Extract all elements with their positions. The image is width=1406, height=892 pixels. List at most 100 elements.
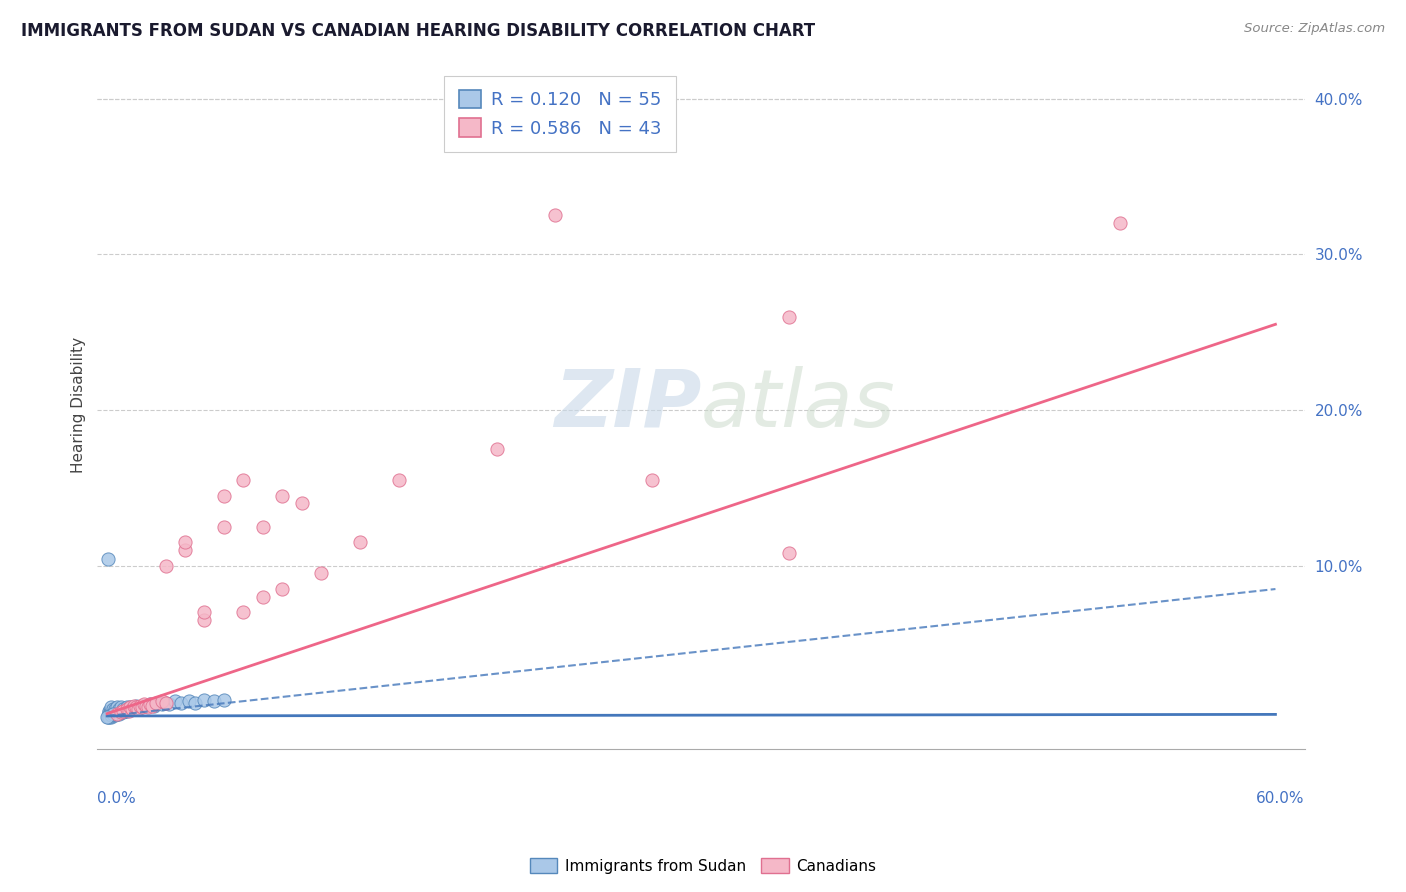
Point	[150, 694, 173, 708]
Point	[252, 590, 274, 604]
Point	[121, 702, 143, 716]
Point	[778, 546, 800, 560]
Point	[193, 692, 215, 706]
Point	[174, 535, 197, 549]
Point	[252, 520, 274, 534]
Point	[170, 696, 193, 710]
Point	[120, 700, 142, 714]
Y-axis label: Hearing Disability: Hearing Disability	[72, 336, 86, 473]
Text: 60.0%: 60.0%	[1256, 791, 1305, 805]
Point	[183, 696, 205, 710]
Point	[193, 613, 215, 627]
Point	[127, 702, 149, 716]
Point	[98, 705, 121, 719]
Legend: R = 0.120   N = 55, R = 0.586   N = 43: R = 0.120 N = 55, R = 0.586 N = 43	[444, 76, 676, 153]
Point	[485, 442, 508, 456]
Point	[349, 535, 371, 549]
Point	[115, 704, 138, 718]
Point	[97, 710, 120, 724]
Point	[117, 702, 139, 716]
Point	[271, 489, 294, 503]
Point	[165, 694, 187, 708]
Point	[212, 520, 235, 534]
Point	[129, 698, 152, 713]
Point	[104, 705, 127, 719]
Point	[120, 700, 142, 714]
Point	[271, 582, 294, 596]
Point	[107, 706, 129, 721]
Point	[124, 700, 146, 714]
Text: 0.0%: 0.0%	[97, 791, 136, 805]
Text: Source: ZipAtlas.com: Source: ZipAtlas.com	[1244, 22, 1385, 36]
Point	[202, 694, 225, 708]
Point	[388, 473, 411, 487]
Point	[174, 543, 197, 558]
Point	[155, 696, 177, 710]
Point	[139, 698, 162, 712]
Point	[212, 489, 235, 503]
Point	[101, 708, 124, 723]
Point	[177, 694, 200, 708]
Point	[131, 700, 153, 714]
Point	[132, 698, 155, 712]
Point	[98, 706, 121, 721]
Point	[778, 310, 800, 324]
Text: IMMIGRANTS FROM SUDAN VS CANADIAN HEARING DISABILITY CORRELATION CHART: IMMIGRANTS FROM SUDAN VS CANADIAN HEARIN…	[21, 22, 815, 40]
Point	[98, 705, 121, 719]
Point	[101, 706, 124, 721]
Point	[107, 702, 129, 716]
Point	[97, 552, 120, 566]
Point	[114, 704, 136, 718]
Point	[544, 208, 567, 222]
Point	[98, 704, 121, 718]
Point	[111, 702, 134, 716]
Point	[105, 704, 128, 718]
Point	[104, 702, 127, 716]
Point	[115, 700, 138, 714]
Point	[135, 698, 157, 713]
Point	[98, 708, 121, 723]
Point	[100, 706, 122, 721]
Point	[101, 702, 124, 716]
Point	[110, 705, 132, 719]
Point	[141, 698, 163, 713]
Point	[232, 606, 254, 620]
Point	[125, 700, 148, 714]
Point	[125, 698, 148, 713]
Point	[136, 700, 159, 714]
Point	[291, 496, 314, 510]
Text: atlas: atlas	[702, 366, 896, 443]
Point	[131, 698, 153, 713]
Point	[232, 473, 254, 487]
Point	[111, 704, 134, 718]
Point	[98, 710, 121, 724]
Point	[157, 698, 180, 712]
Point	[124, 698, 146, 713]
Point	[100, 708, 122, 723]
Point	[155, 558, 177, 573]
Point	[100, 710, 122, 724]
Point	[641, 473, 664, 487]
Point	[115, 702, 138, 716]
Point	[139, 698, 162, 712]
Point	[155, 696, 177, 710]
Legend: Immigrants from Sudan, Canadians: Immigrants from Sudan, Canadians	[523, 852, 883, 880]
Point	[104, 708, 127, 723]
Point	[98, 708, 121, 723]
Point	[110, 700, 132, 714]
Point	[212, 692, 235, 706]
Point	[100, 704, 122, 718]
Point	[96, 710, 118, 724]
Point	[110, 705, 132, 719]
Point	[193, 606, 215, 620]
Point	[135, 698, 157, 713]
Point	[311, 566, 333, 581]
Point	[146, 696, 169, 710]
Point	[111, 705, 134, 719]
Point	[117, 704, 139, 718]
Point	[150, 698, 173, 712]
Point	[145, 696, 167, 710]
Point	[121, 702, 143, 716]
Point	[105, 706, 128, 721]
Text: ZIP: ZIP	[554, 366, 702, 443]
